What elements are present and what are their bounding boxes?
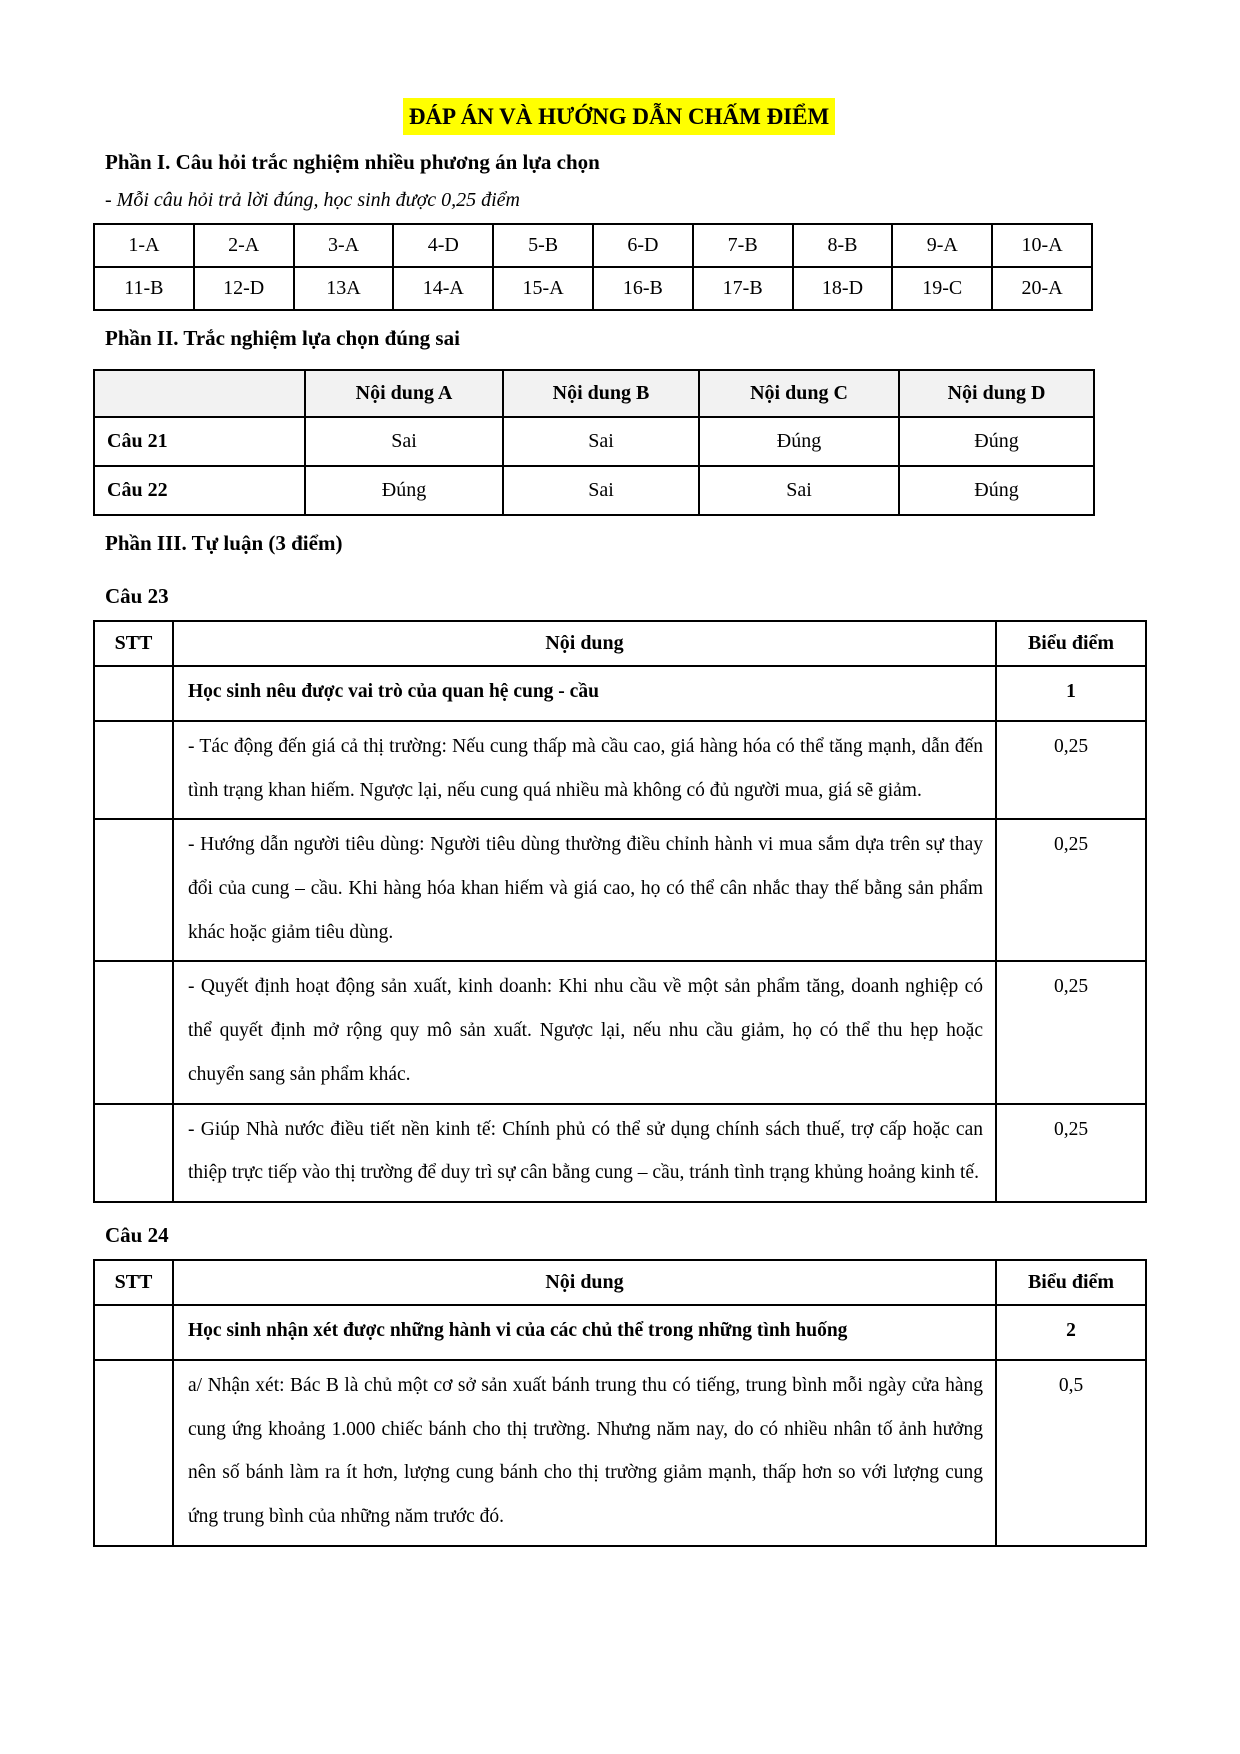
- content-cell: - Quyết định hoạt động sản xuất, kinh do…: [172, 960, 997, 1105]
- stt-cell: [93, 720, 174, 821]
- score-cell: 0,25: [995, 1102, 1147, 1203]
- answer-cell: 7-B: [691, 223, 794, 269]
- true-false-table: Nội dung A Nội dung B Nội dung C Nội dun…: [93, 368, 1095, 516]
- answer-cell: 13A: [292, 266, 395, 312]
- table-row: - Quyết định hoạt động sản xuất, kinh do…: [93, 960, 1147, 1105]
- score-cell: 0,25: [995, 818, 1147, 963]
- content-header-cell: Nội dung: [172, 1259, 997, 1307]
- tf-header-cell: Nội dung B: [502, 368, 700, 418]
- tf-value-cell: Sai: [502, 415, 700, 467]
- answer-cell: 20-A: [991, 266, 1093, 312]
- part3-heading: Phần III. Tự luận (3 điểm): [105, 530, 343, 555]
- stt-cell: [93, 665, 174, 723]
- tf-value-cell: Đúng: [304, 464, 504, 516]
- score-cell: 1: [995, 665, 1147, 723]
- tf-value-cell: Sai: [698, 464, 900, 516]
- answer-cell: 3-A: [292, 223, 395, 269]
- answer-cell: 9-A: [891, 223, 994, 269]
- content-cell: a/ Nhận xét: Bác B là chủ một cơ sở sản …: [172, 1358, 997, 1547]
- table-row: 1-A 2-A 3-A 4-D 5-B 6-D 7-B 8-B 9-A 10-A: [93, 223, 1093, 269]
- content-cell: - Hướng dẫn người tiêu dùng: Người tiêu …: [172, 818, 997, 963]
- tf-header-cell: Nội dung C: [698, 368, 900, 418]
- answer-cell: 17-B: [691, 266, 794, 312]
- question24-grading-table: STT Nội dung Biểu điểm Học sinh nhận xét…: [93, 1259, 1147, 1547]
- answer-cell: 14-A: [392, 266, 495, 312]
- tf-value-cell: Sai: [502, 464, 700, 516]
- answer-cell: 4-D: [392, 223, 495, 269]
- answer-cell: 10-A: [991, 223, 1093, 269]
- score-cell: 0,25: [995, 960, 1147, 1105]
- table-row: Câu 21 Sai Sai Đúng Đúng: [93, 415, 1095, 467]
- content-cell: Học sinh nêu được vai trò của quan hệ cu…: [172, 665, 997, 723]
- stt-cell: [93, 818, 174, 963]
- stt-header-cell: STT: [93, 1259, 174, 1307]
- table-row: - Giúp Nhà nước điều tiết nền kinh tế: C…: [93, 1102, 1147, 1203]
- stt-header-cell: STT: [93, 620, 174, 668]
- tf-header-cell: Nội dung D: [898, 368, 1095, 418]
- table-header-row: STT Nội dung Biểu điểm: [93, 1259, 1147, 1307]
- part1-note: - Mỗi câu hỏi trả lời đúng, học sinh đượ…: [105, 189, 520, 212]
- document-title: ĐÁP ÁN VÀ HƯỚNG DẪN CHẤM ĐIỂM: [402, 98, 836, 135]
- table-row: 11-B 12-D 13A 14-A 15-A 16-B 17-B 18-D 1…: [93, 266, 1093, 312]
- question23-grading-table: STT Nội dung Biểu điểm Học sinh nêu được…: [93, 620, 1147, 1203]
- tf-value-cell: Sai: [304, 415, 504, 467]
- content-cell: - Tác động đến giá cả thị trường: Nếu cu…: [172, 720, 997, 821]
- stt-cell: [93, 1102, 174, 1203]
- content-cell: Học sinh nhận xét được những hành vi của…: [172, 1304, 997, 1361]
- part2-heading: Phần II. Trắc nghiệm lựa chọn đúng sai: [105, 326, 460, 351]
- answer-cell: 19-C: [891, 266, 994, 312]
- table-header-row: Nội dung A Nội dung B Nội dung C Nội dun…: [93, 368, 1095, 418]
- tf-value-cell: Đúng: [898, 415, 1095, 467]
- answer-cell: 18-D: [791, 266, 894, 312]
- document-title-row: ĐÁP ÁN VÀ HƯỚNG DẪN CHẤM ĐIỂM: [93, 98, 1145, 135]
- score-header-cell: Biểu điểm: [995, 620, 1147, 668]
- score-cell: 0,25: [995, 720, 1147, 821]
- tf-value-cell: Đúng: [898, 464, 1095, 516]
- tf-header-cell: Nội dung A: [304, 368, 504, 418]
- table-row: Học sinh nhận xét được những hành vi của…: [93, 1304, 1147, 1361]
- answer-key-table: 1-A 2-A 3-A 4-D 5-B 6-D 7-B 8-B 9-A 10-A…: [93, 223, 1093, 312]
- stt-cell: [93, 1358, 174, 1547]
- answer-cell: 15-A: [492, 266, 594, 312]
- question23-heading: Câu 23: [105, 584, 169, 609]
- answer-cell: 5-B: [492, 223, 594, 269]
- answer-cell: 1-A: [93, 223, 195, 269]
- question-label-cell: Câu 21: [93, 415, 306, 467]
- table-row: Câu 22 Đúng Sai Sai Đúng: [93, 464, 1095, 516]
- answer-cell: 2-A: [192, 223, 295, 269]
- score-cell: 0,5: [995, 1358, 1147, 1547]
- answer-cell: 8-B: [791, 223, 894, 269]
- question24-heading: Câu 24: [105, 1222, 169, 1247]
- answer-cell: 12-D: [192, 266, 295, 312]
- question-label-cell: Câu 22: [93, 464, 306, 516]
- table-row: - Tác động đến giá cả thị trường: Nếu cu…: [93, 720, 1147, 821]
- stt-cell: [93, 960, 174, 1105]
- tf-corner-cell: [93, 368, 306, 418]
- tf-value-cell: Đúng: [698, 415, 900, 467]
- table-row: a/ Nhận xét: Bác B là chủ một cơ sở sản …: [93, 1358, 1147, 1547]
- answer-cell: 6-D: [591, 223, 694, 269]
- part1-heading: Phần I. Câu hỏi trắc nghiệm nhiều phương…: [105, 149, 600, 174]
- score-cell: 2: [995, 1304, 1147, 1361]
- stt-cell: [93, 1304, 174, 1361]
- answer-cell: 11-B: [93, 266, 195, 312]
- content-cell: - Giúp Nhà nước điều tiết nền kinh tế: C…: [172, 1102, 997, 1203]
- score-header-cell: Biểu điểm: [995, 1259, 1147, 1307]
- table-header-row: STT Nội dung Biểu điểm: [93, 620, 1147, 668]
- table-row: Học sinh nêu được vai trò của quan hệ cu…: [93, 665, 1147, 723]
- document-content: ĐÁP ÁN VÀ HƯỚNG DẪN CHẤM ĐIỂM Phần I. Câ…: [93, 98, 1147, 1547]
- content-header-cell: Nội dung: [172, 620, 997, 668]
- table-row: - Hướng dẫn người tiêu dùng: Người tiêu …: [93, 818, 1147, 963]
- answer-cell: 16-B: [591, 266, 694, 312]
